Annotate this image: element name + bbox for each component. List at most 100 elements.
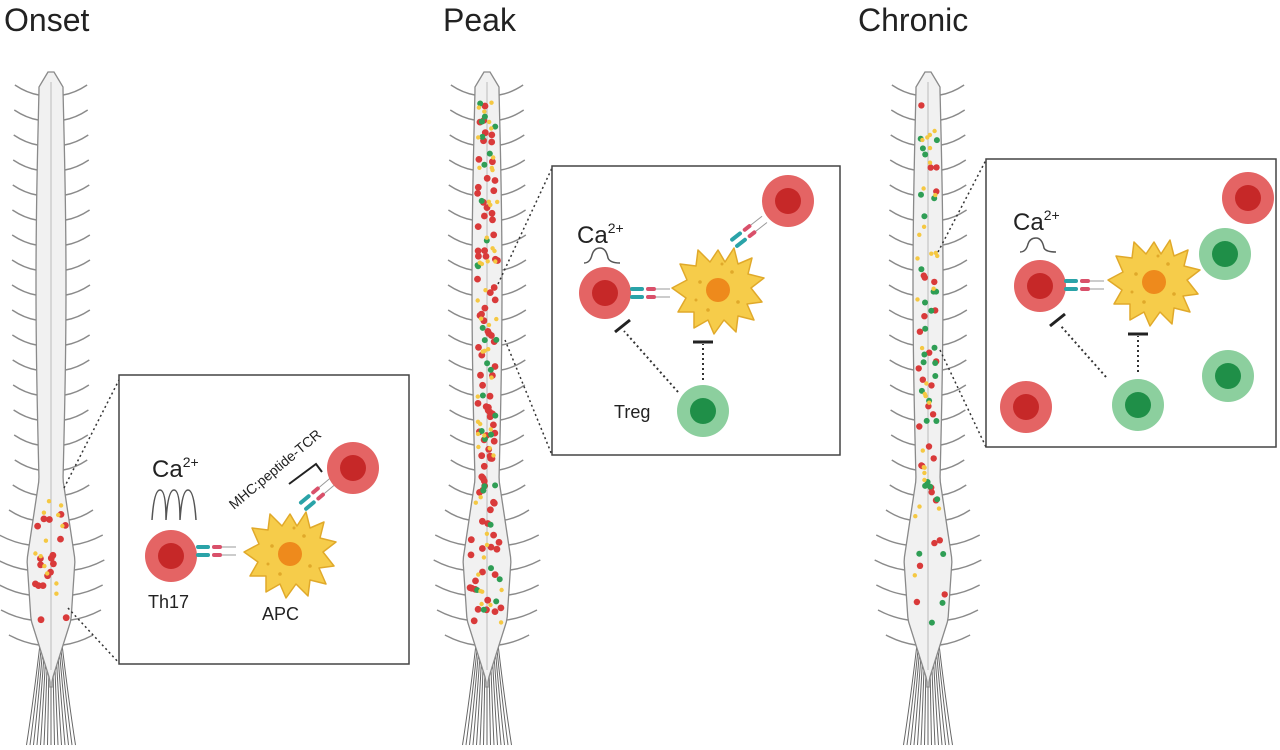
apc-dot	[43, 538, 49, 543]
apc-dot	[927, 145, 933, 151]
chronic-zoom-lines	[937, 159, 987, 448]
th17-dot	[482, 253, 490, 260]
apc-dot	[58, 503, 64, 508]
th17-dot	[493, 545, 501, 553]
treg-dot	[940, 551, 947, 557]
th17-label: Th17	[148, 592, 189, 612]
th17-dot	[928, 489, 935, 496]
treg-dot	[486, 150, 493, 157]
apc-dot	[478, 495, 483, 500]
apc-dot	[46, 499, 52, 504]
apc-dot	[917, 232, 922, 237]
treg-dot	[932, 360, 939, 366]
th17-dot	[470, 617, 478, 625]
th17-dot	[487, 543, 495, 551]
treg-dot	[922, 299, 928, 306]
apc-dot	[912, 573, 917, 578]
th17-dot	[483, 174, 491, 182]
th17-dot	[479, 545, 486, 552]
th17-cell-free	[1000, 381, 1052, 433]
treg-dot	[479, 133, 486, 140]
apc-dot	[484, 542, 490, 548]
apc-dot	[489, 375, 494, 380]
apc-dot	[931, 286, 936, 291]
panel-title-peak: Peak	[443, 2, 516, 38]
treg-dot	[481, 113, 488, 120]
th17-dot	[929, 411, 937, 418]
apc-dot	[54, 591, 59, 596]
treg-dot	[478, 428, 485, 434]
apc-dot	[42, 563, 47, 569]
treg-dot	[480, 606, 487, 613]
apc-dot	[480, 349, 485, 354]
apc-dot	[477, 165, 482, 170]
th17-dot	[474, 183, 482, 191]
treg-dot	[922, 325, 929, 332]
th17-dot	[479, 381, 486, 389]
inhibition-bar-icon	[1049, 312, 1066, 328]
treg-dot	[479, 324, 486, 331]
th17-dot	[472, 577, 479, 585]
apc-dot	[925, 135, 930, 140]
th17-dot	[34, 522, 41, 530]
treg-dot	[918, 266, 925, 273]
apc-dot	[482, 109, 487, 114]
apc-dot	[480, 589, 485, 594]
treg-dot	[927, 483, 934, 490]
peak-calcium-label: Ca2+	[577, 220, 624, 249]
apc-dot	[491, 155, 496, 160]
treg-inhibition-line	[1059, 324, 1107, 378]
apc-dot	[492, 248, 497, 254]
th17-dot	[925, 443, 933, 450]
apc-dot	[489, 126, 494, 131]
th17-dot	[488, 131, 496, 139]
apc-dot	[486, 322, 492, 328]
th17-dot	[491, 608, 499, 615]
treg-dot	[479, 392, 486, 399]
th17-dot	[490, 284, 498, 291]
treg-dot	[481, 483, 488, 490]
th17-dot	[936, 537, 943, 544]
th17-dot	[920, 272, 927, 279]
apc-dot	[476, 135, 481, 140]
calcium-oscillation-icon	[151, 489, 197, 521]
apc-dot	[917, 504, 922, 509]
th17-dot	[477, 371, 484, 379]
th17-dot	[474, 247, 482, 255]
treg-dot	[492, 123, 499, 130]
treg-cell	[1112, 379, 1164, 431]
apc-dot	[920, 137, 925, 143]
peak-zoom-lines	[497, 167, 553, 456]
th17-dot	[474, 190, 481, 197]
th17-dot	[467, 551, 475, 559]
apc-dot	[476, 105, 482, 110]
apc-dot	[45, 571, 50, 576]
apc-dot	[478, 421, 483, 427]
th17-dot	[915, 365, 922, 372]
th17-dot	[39, 582, 47, 589]
treg-dot	[918, 191, 924, 198]
th17-dot	[37, 616, 45, 624]
th17-dot	[927, 164, 934, 171]
apc-label: APC	[262, 604, 299, 624]
treg-dot	[931, 344, 938, 351]
th17-dot	[40, 515, 48, 523]
apc-dot	[487, 446, 492, 451]
th17-dot	[478, 310, 485, 318]
apc-dot	[473, 500, 478, 505]
spinal-cord-onset	[0, 71, 105, 746]
apc-dot	[922, 470, 927, 476]
treg-dot	[484, 360, 491, 367]
th17-dot	[57, 535, 64, 543]
treg-label: Treg	[614, 402, 650, 422]
treg-dot	[487, 521, 494, 528]
apc-dot	[913, 514, 918, 519]
treg-cell-free	[1199, 228, 1251, 280]
th17-dot	[475, 344, 482, 351]
apc-dot	[486, 199, 492, 204]
th17-dot	[62, 614, 70, 622]
th17-dot	[497, 604, 505, 612]
apc-dot	[495, 199, 500, 205]
apc-dot	[475, 394, 480, 399]
